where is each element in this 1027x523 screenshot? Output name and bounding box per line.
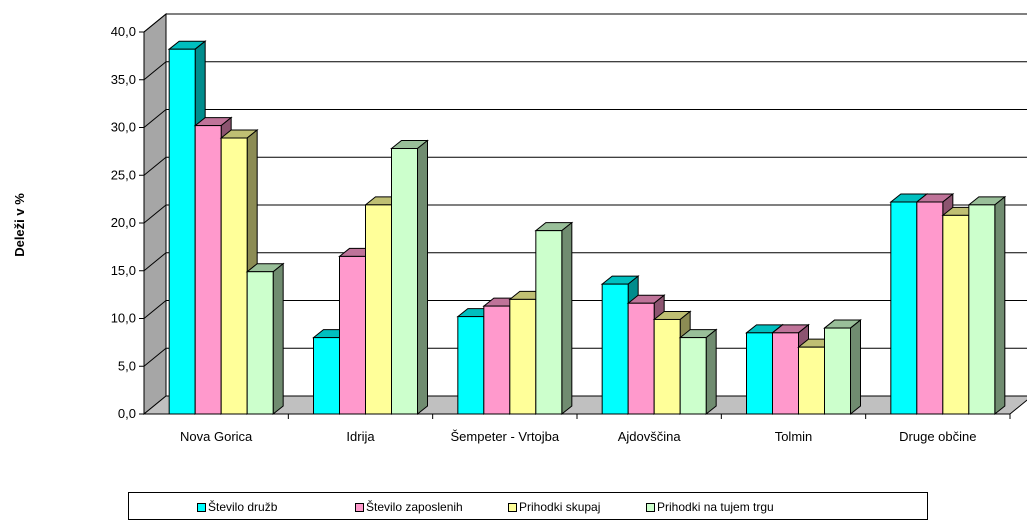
bar-front bbox=[457, 316, 485, 415]
y-tick-label: 30,0 bbox=[111, 120, 136, 135]
gridline-side bbox=[143, 204, 167, 224]
gridline-side bbox=[143, 300, 167, 319]
bar-side bbox=[272, 262, 284, 416]
legend-swatch bbox=[646, 502, 655, 512]
y-tick-label: 10,0 bbox=[111, 311, 136, 326]
y-tick-label: 15,0 bbox=[111, 263, 136, 278]
y-tick-label: 5,0 bbox=[118, 358, 136, 373]
bar-side bbox=[850, 319, 861, 416]
legend-swatch bbox=[197, 502, 206, 512]
legend: Število družb Število zaposlenih Prihodki … bbox=[128, 492, 928, 520]
legend-swatch bbox=[508, 502, 517, 512]
x-tick-label: Šempeter - Vrtojba bbox=[451, 429, 560, 444]
legend-item: Prihodki na tujem trgu bbox=[646, 500, 774, 514]
gridline-side bbox=[143, 13, 167, 33]
gridline-side bbox=[143, 347, 167, 367]
bar-front bbox=[968, 204, 996, 415]
y-axis-title: Deleži v % bbox=[12, 193, 27, 257]
bar-front bbox=[679, 337, 707, 415]
bar bbox=[823, 319, 862, 416]
bar-front bbox=[824, 327, 851, 415]
bar-side bbox=[705, 328, 717, 416]
bar-front bbox=[194, 125, 222, 415]
y-tick-label: 20,0 bbox=[111, 215, 136, 230]
legend-label: Število družb bbox=[208, 500, 278, 514]
x-tick-label: Nova Gorica bbox=[180, 429, 253, 444]
bar bbox=[678, 328, 718, 416]
bar-front bbox=[916, 201, 944, 415]
bar-front bbox=[942, 214, 970, 415]
x-tick-label: Tolmin bbox=[775, 429, 813, 444]
bar-front bbox=[601, 283, 629, 415]
gridline-side bbox=[143, 252, 167, 272]
bar-front bbox=[772, 332, 799, 415]
legend-item: Prihodki skupaj bbox=[508, 500, 600, 514]
bar-front bbox=[391, 148, 418, 415]
bar-side bbox=[561, 221, 573, 416]
x-tick-label: Idrija bbox=[346, 429, 375, 444]
bar-front bbox=[246, 271, 274, 415]
bar-front bbox=[746, 332, 773, 415]
legend-label: Prihodki na tujem trgu bbox=[657, 500, 774, 514]
x-tick-label: Ajdovščina bbox=[618, 429, 682, 444]
legend-label: Prihodki skupaj bbox=[519, 500, 601, 514]
y-tick-label: 35,0 bbox=[111, 72, 136, 87]
bar bbox=[390, 139, 429, 416]
legend-item: Število zaposlenih bbox=[355, 500, 463, 514]
gridline-side bbox=[143, 61, 167, 81]
bar-front bbox=[220, 137, 248, 415]
bar-side bbox=[417, 139, 428, 416]
bar-side bbox=[994, 195, 1006, 416]
bar-front bbox=[365, 204, 392, 415]
bar-front bbox=[627, 302, 655, 415]
bar bbox=[534, 221, 574, 416]
bar-front bbox=[509, 298, 537, 415]
bar-front bbox=[653, 318, 681, 415]
gridline-side bbox=[143, 109, 167, 128]
gridline-side bbox=[143, 156, 167, 176]
x-tick-label: Druge občine bbox=[899, 429, 976, 444]
y-tick-label: 25,0 bbox=[111, 167, 136, 182]
y-tick-label: 0,0 bbox=[118, 406, 136, 421]
legend-label: Število zaposlenih bbox=[366, 500, 463, 514]
legend-swatch bbox=[355, 502, 364, 512]
bar-front bbox=[890, 201, 918, 415]
bar-front bbox=[535, 230, 563, 415]
bar-front bbox=[483, 305, 511, 415]
legend-item: Število družb bbox=[197, 500, 277, 514]
y-tick-label: 40,0 bbox=[111, 24, 136, 39]
bar-front bbox=[313, 337, 340, 415]
bar-front bbox=[168, 48, 196, 415]
bar-front bbox=[798, 346, 825, 415]
bar bbox=[245, 262, 285, 416]
bar-front bbox=[339, 255, 366, 415]
bar bbox=[967, 195, 1007, 416]
